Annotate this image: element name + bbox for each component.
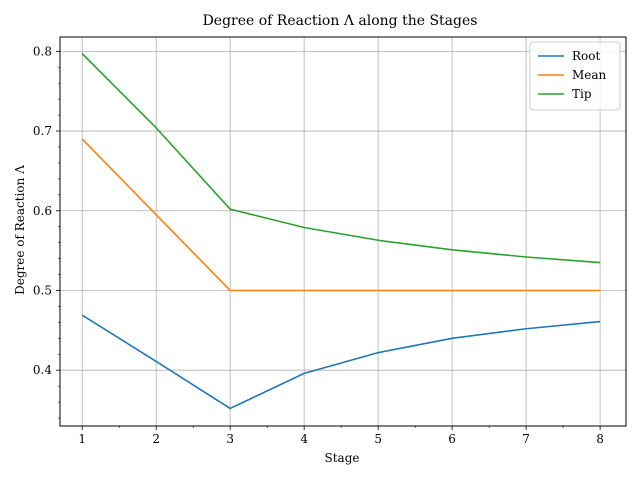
series-lines — [81, 53, 601, 410]
legend-box — [529, 41, 621, 111]
legend-label: Root — [572, 49, 600, 63]
y-tick-label: 0.4 — [33, 363, 52, 377]
x-tick-label: 8 — [596, 432, 604, 446]
axis-ticks: 1 2 3 4 5 6 7 8 0.4 0.5 0.6 0.7 0.8 — [33, 44, 604, 446]
x-tick-label: 6 — [448, 432, 456, 446]
legend-label: Mean — [572, 68, 607, 82]
plot-frame — [59, 36, 627, 427]
x-tick-label: 5 — [374, 432, 382, 446]
series-line-mean — [81, 138, 601, 292]
legend: Root Mean Tip — [529, 41, 621, 111]
y-tick-label: 0.6 — [33, 204, 52, 218]
legend-label: Tip — [572, 87, 592, 101]
series-line-root — [81, 314, 601, 410]
x-tick-label: 7 — [522, 432, 530, 446]
x-tick-label: 4 — [300, 432, 308, 446]
y-tick-label: 0.5 — [33, 283, 52, 297]
x-tick-label: 3 — [226, 432, 234, 446]
chart-title: Degree of Reaction Λ along the Stages — [203, 13, 478, 29]
y-axis-label: Degree of Reaction Λ — [13, 165, 27, 295]
x-tick-label: 1 — [78, 432, 86, 446]
x-tick-label: 2 — [152, 432, 160, 446]
x-axis-label: Stage — [325, 451, 360, 465]
y-tick-label: 0.7 — [33, 124, 52, 138]
y-tick-label: 0.8 — [33, 44, 52, 58]
series-line-tip — [81, 53, 601, 264]
